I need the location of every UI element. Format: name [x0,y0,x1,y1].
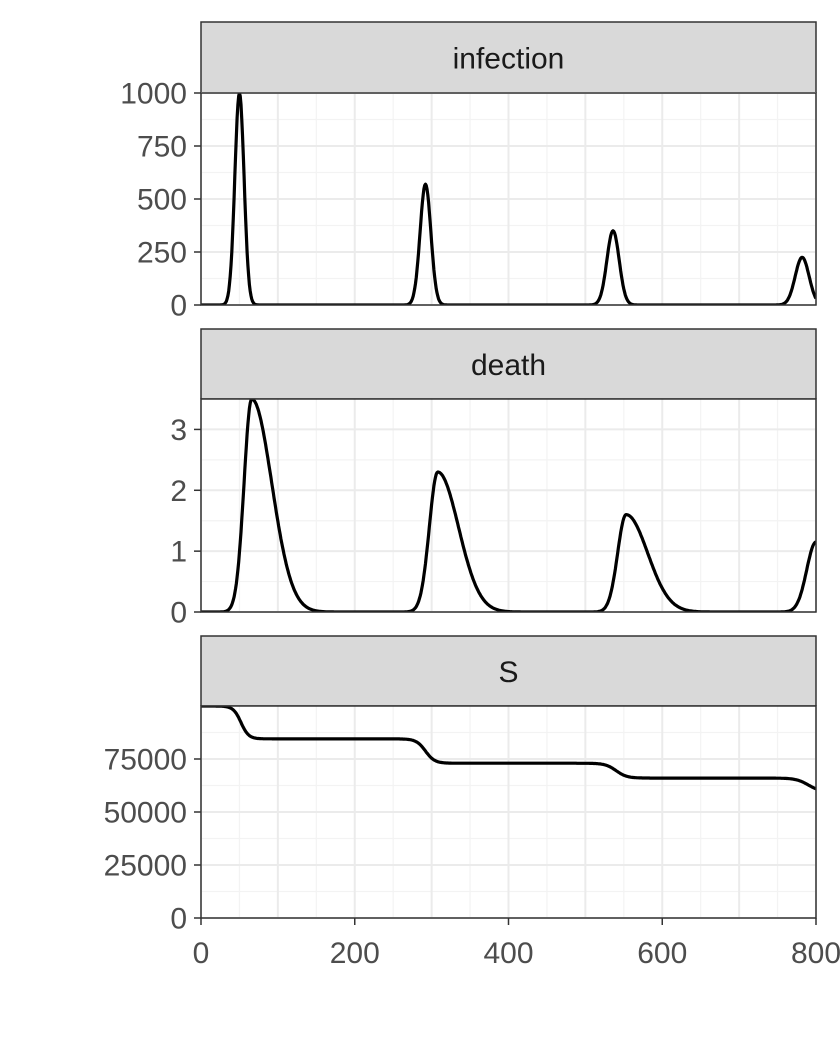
facet-strip-label: S [498,656,518,689]
series-line-S [201,706,816,791]
y-tick-label: 1000 [120,78,187,111]
y-tick-label: 3 [170,414,187,447]
facet-strip-label: infection [453,43,565,76]
y-tick-label: 1 [170,536,187,569]
y-tick-label: 0 [170,290,187,323]
y-tick-label: 0 [170,903,187,936]
facet-panel-infection: infection 0 250 500 750 1000 [120,21,817,323]
x-tick-label: 200 [330,937,380,970]
facet-strip [200,635,817,707]
y-tick-label: 250 [137,237,187,270]
facet-strip-label: death [471,349,546,382]
y-tick-label: 2 [170,475,187,508]
x-tick-label: 400 [483,937,533,970]
facet-panel-S: S 0 25000 50000 75000 [104,635,817,936]
y-tick-label: 0 [170,597,187,630]
y-tick-label: 25000 [104,850,187,883]
y-tick-label: 750 [137,131,187,164]
facet-panel-death: death 0 1 2 3 [170,328,817,630]
x-axis: 0 200 400 600 800 [193,918,840,970]
y-tick-label: 50000 [104,797,187,830]
y-tick-label: 500 [137,184,187,217]
facet-strip [200,21,817,94]
facet-strip [200,328,817,400]
panel-border [200,398,817,613]
x-tick-label: 600 [637,937,687,970]
x-tick-label: 800 [791,937,840,970]
x-tick-label: 0 [193,937,210,970]
y-tick-label: 75000 [104,744,187,777]
